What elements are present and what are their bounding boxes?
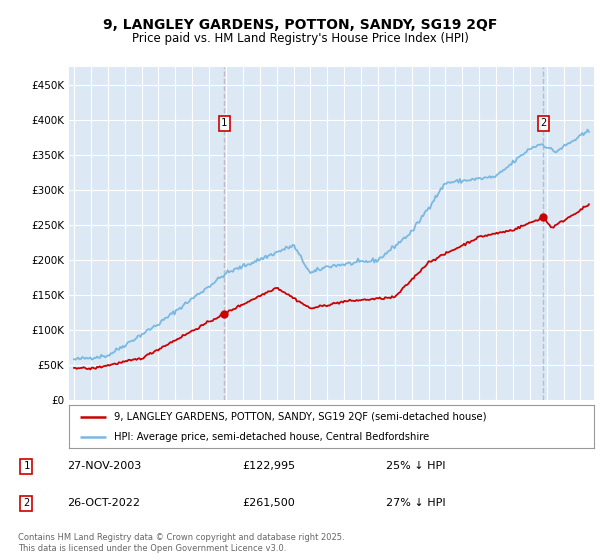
Text: 26-OCT-2022: 26-OCT-2022 <box>67 498 140 508</box>
Text: HPI: Average price, semi-detached house, Central Bedfordshire: HPI: Average price, semi-detached house,… <box>113 432 429 442</box>
Text: 27% ↓ HPI: 27% ↓ HPI <box>386 498 446 508</box>
Text: 27-NOV-2003: 27-NOV-2003 <box>67 461 141 472</box>
Text: 9, LANGLEY GARDENS, POTTON, SANDY, SG19 2QF: 9, LANGLEY GARDENS, POTTON, SANDY, SG19 … <box>103 18 497 32</box>
Text: 25% ↓ HPI: 25% ↓ HPI <box>386 461 446 472</box>
Text: Contains HM Land Registry data © Crown copyright and database right 2025.
This d: Contains HM Land Registry data © Crown c… <box>18 534 344 553</box>
Text: £261,500: £261,500 <box>242 498 295 508</box>
Text: 1: 1 <box>221 118 227 128</box>
Text: 2: 2 <box>23 498 29 508</box>
Text: 2: 2 <box>540 118 547 128</box>
Text: £122,995: £122,995 <box>242 461 296 472</box>
Text: 9, LANGLEY GARDENS, POTTON, SANDY, SG19 2QF (semi-detached house): 9, LANGLEY GARDENS, POTTON, SANDY, SG19 … <box>113 412 486 422</box>
Text: 1: 1 <box>23 461 29 472</box>
Text: Price paid vs. HM Land Registry's House Price Index (HPI): Price paid vs. HM Land Registry's House … <box>131 31 469 45</box>
